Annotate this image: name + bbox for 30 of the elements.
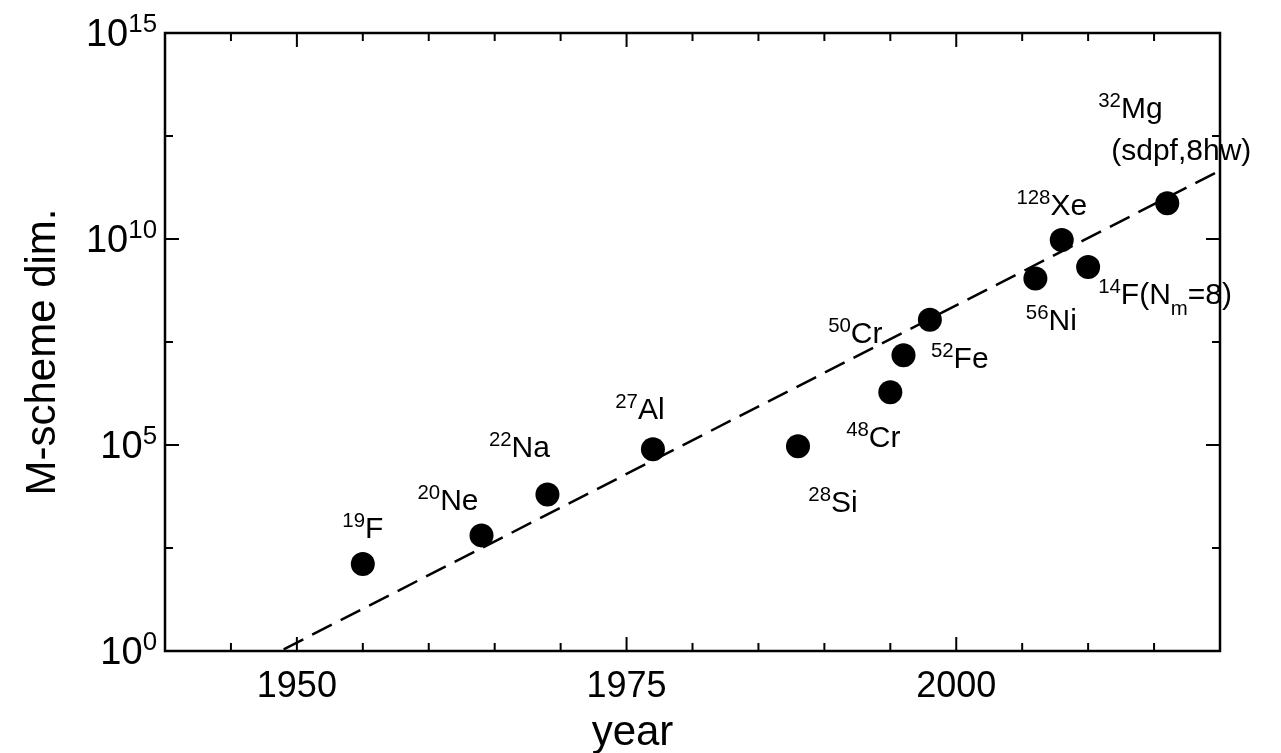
y-tick-label: 10$^{0}$ [100, 627, 157, 672]
point [469, 523, 494, 548]
point [1155, 191, 1180, 216]
point [917, 307, 942, 332]
point [1076, 254, 1101, 279]
annotation: $^{128}$Xe [1016, 185, 1088, 221]
point [350, 551, 375, 576]
y-tick-label: 10$^{5}$ [100, 421, 157, 466]
annotation: $^{19}$F [342, 508, 384, 544]
annotation: $^{50}$Cr [828, 314, 883, 350]
annotation: $^{48}$Cr [846, 418, 901, 454]
point [878, 380, 903, 405]
x-tick-label: 2000 [916, 664, 997, 705]
annotation: $^{52}$Fe [930, 338, 989, 374]
annotation: $^{27}$Al [615, 390, 665, 426]
x-tick-label: 1950 [256, 664, 337, 705]
point [535, 482, 560, 507]
point [640, 437, 665, 462]
point [786, 434, 810, 459]
x-tick-label: 1975 [586, 664, 667, 705]
point [1023, 266, 1048, 291]
annotation: $^{28}$Si [808, 483, 858, 519]
point [1049, 227, 1074, 252]
point [891, 343, 916, 368]
y-tick-label: 10$^{15}$ [85, 9, 157, 54]
annotation: $^{20}$Ne [417, 481, 479, 517]
annotation: $^{56}$Ni [1025, 301, 1077, 337]
y-tick-label: 10$^{10}$ [85, 215, 157, 260]
y-axis-title: M-scheme dim. [17, 208, 64, 496]
annotation: $^{22}$Na [488, 428, 551, 464]
